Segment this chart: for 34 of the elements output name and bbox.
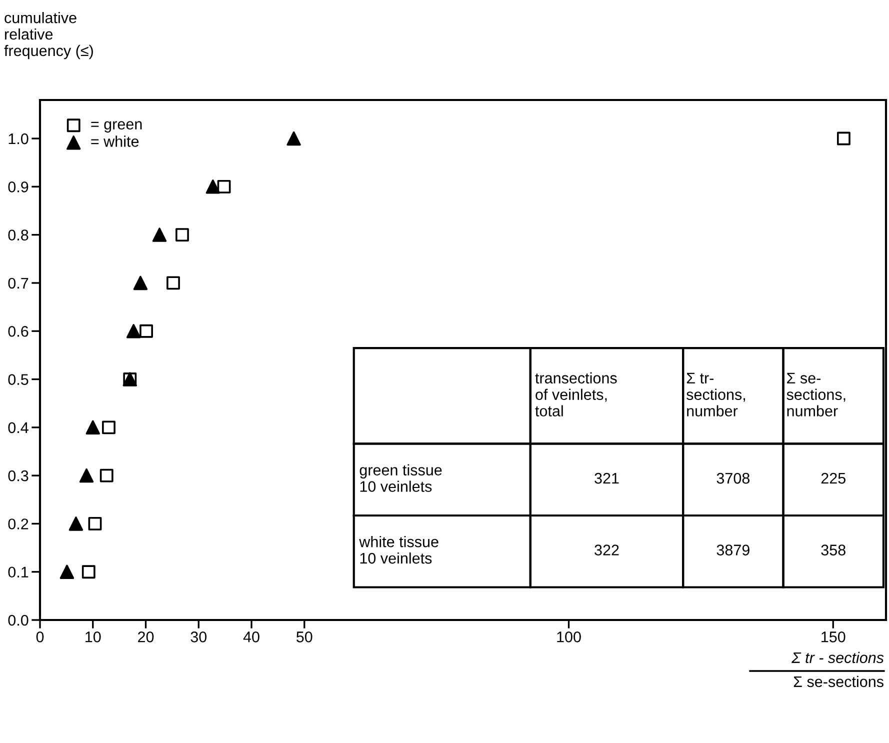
annotation: Σ se- sections, number — [786, 372, 846, 416]
legend-label: = white — [91, 136, 139, 147]
annotation: Σ tr- sections, number — [686, 372, 745, 416]
x-axis-title: Σ tr - sections Σ se-sections — [792, 652, 884, 688]
x-tick-label: 20 — [138, 632, 154, 642]
x-tick-label: 30 — [190, 632, 207, 642]
y-tick-label: 0.5 — [8, 374, 28, 385]
y-tick-label: 1.0 — [8, 133, 28, 144]
y-tick-label: 0.1 — [8, 566, 28, 578]
annotation: green tissue 10 veinlets — [360, 464, 442, 492]
annotation: 225 — [821, 472, 846, 484]
annotation: white tissue 10 veinlets — [359, 536, 438, 564]
y-axis-title: cumulative relative frequency (≤) — [4, 12, 93, 60]
legend-label: = green — [91, 121, 142, 133]
x-tick-label: 40 — [243, 632, 260, 642]
x-tick-label: 10 — [86, 632, 101, 642]
y-tick-label: 0.6 — [8, 326, 28, 337]
annotation: 321 — [594, 472, 619, 484]
y-tick-label: 0.7 — [8, 278, 28, 289]
x-tick-label: 0 — [36, 632, 44, 642]
annotation: 358 — [821, 544, 846, 556]
y-tick-label: 0.8 — [8, 230, 28, 240]
y-tick-label: 0.3 — [8, 470, 28, 482]
annotation: 322 — [594, 544, 619, 556]
y-tick-label: 0.4 — [8, 422, 28, 434]
y-tick-label: 0.2 — [8, 518, 28, 530]
y-tick-label: 0.0 — [8, 614, 28, 626]
annotation: transections of veinlets, total — [535, 372, 617, 416]
annotation: 3879 — [716, 544, 750, 556]
x-tick-label: 150 — [822, 632, 846, 642]
x-tick-label: 50 — [296, 632, 312, 642]
annotation: 3708 — [716, 472, 750, 484]
x-tick-label: 100 — [557, 632, 581, 642]
y-tick-label: 0.9 — [8, 182, 28, 192]
